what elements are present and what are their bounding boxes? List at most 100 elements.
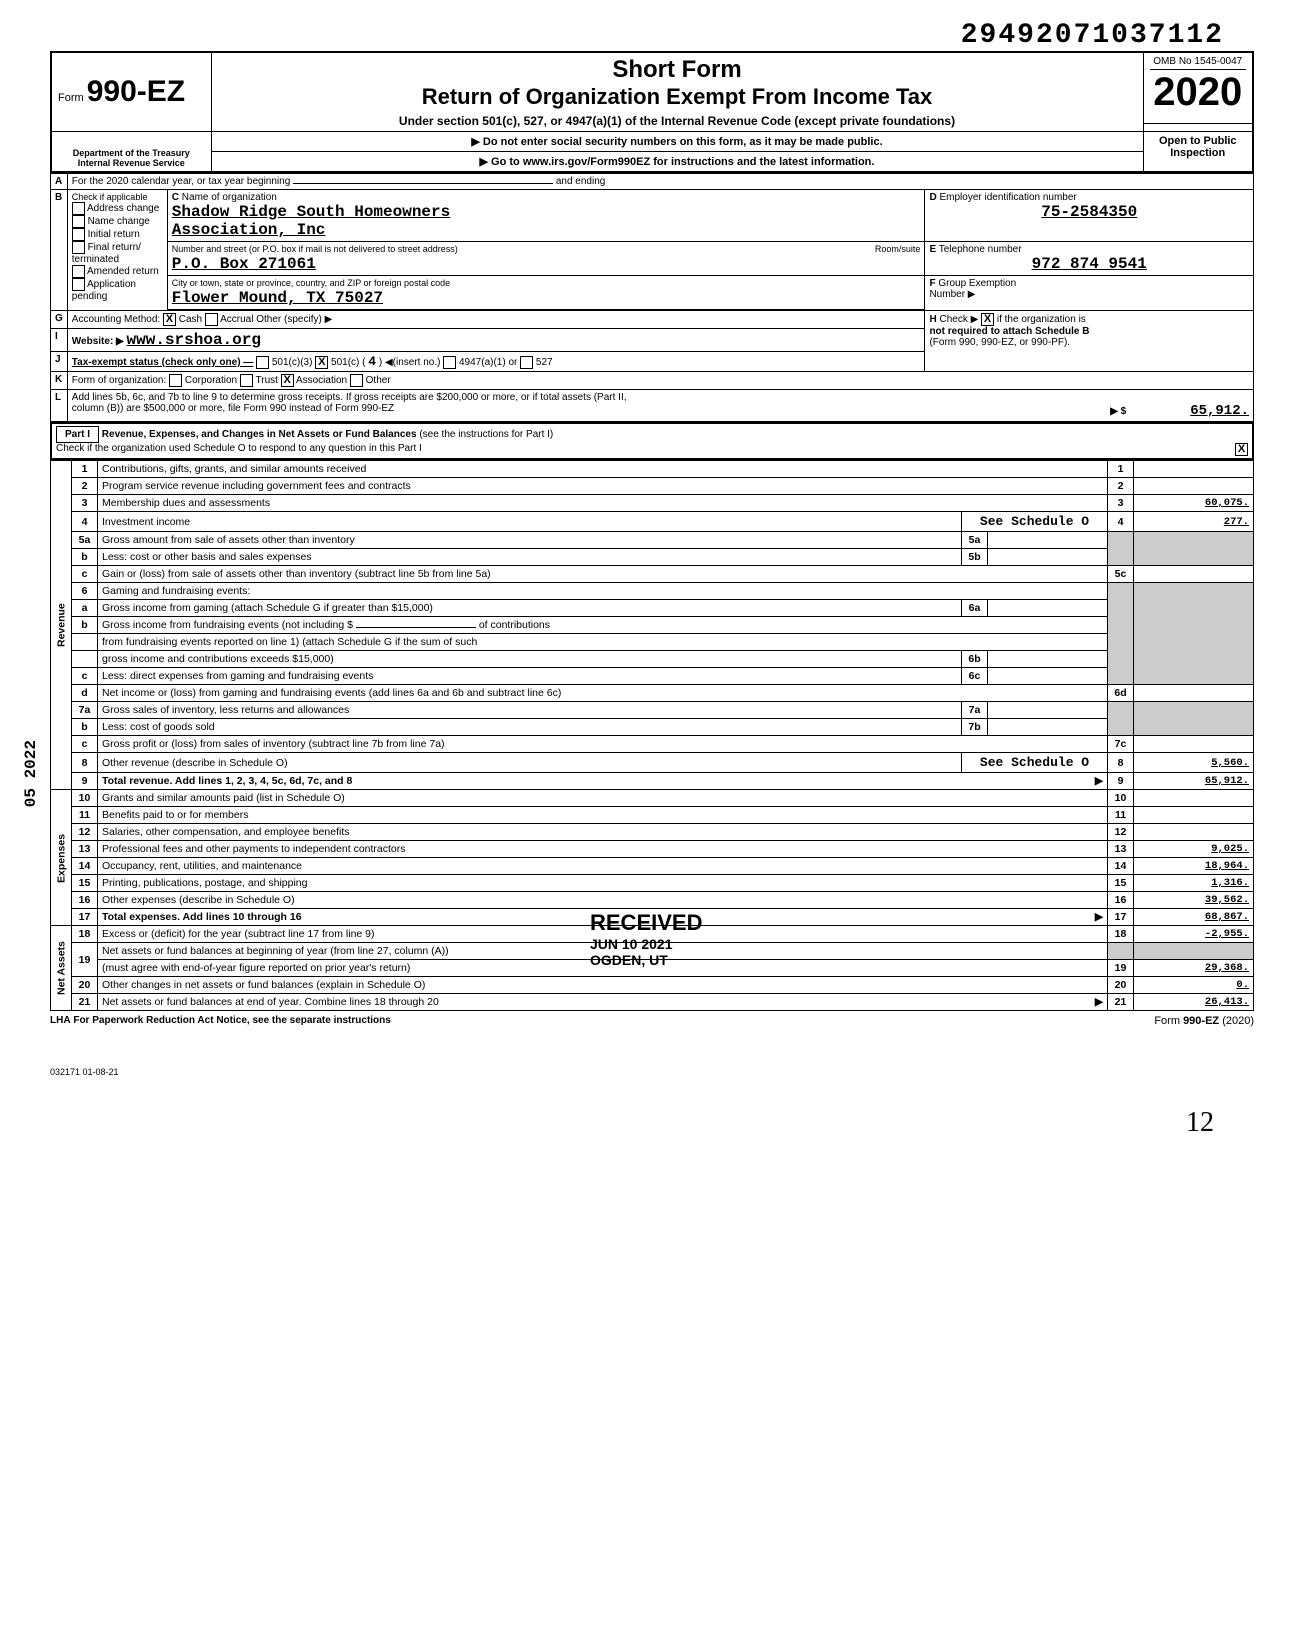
cb-initial[interactable] bbox=[72, 228, 85, 241]
row-j: J bbox=[51, 352, 68, 372]
form-ref: Form 990-EZ (2020) bbox=[1154, 1015, 1254, 1027]
cb-accrual[interactable] bbox=[205, 313, 218, 326]
line-6c-text: Less: direct expenses from gaming and fu… bbox=[98, 668, 962, 685]
line-7a-num: 7a bbox=[72, 702, 98, 719]
line-12-amt bbox=[1134, 824, 1254, 841]
line-21-amt: 26,413. bbox=[1134, 994, 1254, 1011]
street-value: P.O. Box 271061 bbox=[172, 255, 316, 273]
line-6-num: 6 bbox=[72, 583, 98, 600]
cb-501c3[interactable] bbox=[256, 356, 269, 369]
assoc-label: Association bbox=[296, 375, 347, 386]
and-ending: and ending bbox=[556, 176, 606, 187]
line-7a-text: Gross sales of inventory, less returns a… bbox=[98, 702, 962, 719]
line-6d-amt bbox=[1134, 685, 1254, 702]
line-17-text: Total expenses. Add lines 10 through 16 bbox=[102, 911, 302, 923]
cb-pending[interactable] bbox=[72, 278, 85, 291]
instructions-link: ▶ Go to www.irs.gov/Form990EZ for instru… bbox=[211, 152, 1143, 173]
cb-corp[interactable] bbox=[169, 374, 182, 387]
line-7b-num: b bbox=[72, 719, 98, 736]
line-10-num: 10 bbox=[72, 790, 98, 807]
group-number: Number ▶ bbox=[929, 289, 975, 300]
part1-check-text: Check if the organization used Schedule … bbox=[56, 443, 422, 454]
527-label: 527 bbox=[536, 357, 553, 368]
cb-other-org[interactable] bbox=[350, 374, 363, 387]
line-1-text: Contributions, gifts, grants, and simila… bbox=[98, 461, 1108, 478]
cb-cash[interactable]: X bbox=[163, 313, 176, 326]
city-label: City or town, state or province, country… bbox=[172, 278, 450, 288]
stamp-date: JUN 10 2021 bbox=[590, 936, 702, 952]
cb-527[interactable] bbox=[520, 356, 533, 369]
part1-label: Part I bbox=[56, 426, 99, 443]
line-18-num: 18 bbox=[72, 926, 98, 943]
501c-label: 501(c) ( bbox=[331, 357, 365, 368]
cb-501c[interactable]: X bbox=[315, 356, 328, 369]
line-15-num: 15 bbox=[72, 875, 98, 892]
form-of-org: Form of organization: bbox=[72, 375, 167, 386]
ein-value: 75-2584350 bbox=[1041, 203, 1137, 221]
sub-6a: 6a bbox=[962, 600, 988, 617]
line-17-num: 17 bbox=[72, 909, 98, 926]
row-c: C bbox=[172, 192, 179, 203]
cb-trust[interactable] bbox=[240, 374, 253, 387]
tax-exempt-label: Tax-exempt status (check only one) — bbox=[72, 357, 254, 368]
line-7c-text: Gross profit or (loss) from sales of inv… bbox=[98, 736, 1108, 753]
cash-label: Cash bbox=[179, 314, 202, 325]
h-text3: not required to attach Schedule B bbox=[929, 326, 1089, 337]
line-2-num2: 2 bbox=[1108, 478, 1134, 495]
part1-see: (see the instructions for Part I) bbox=[419, 429, 553, 440]
opt-name: Name change bbox=[88, 216, 150, 227]
line-6b-num: b bbox=[72, 617, 98, 634]
line-7b-text: Less: cost of goods sold bbox=[98, 719, 962, 736]
line-21-num2: 21 bbox=[1108, 994, 1134, 1011]
line-19-amt: 29,368. bbox=[1134, 960, 1254, 977]
l-text2: column (B)) are $500,000 or more, file F… bbox=[72, 403, 394, 414]
cb-amended[interactable] bbox=[72, 265, 85, 278]
line-8-sched: See Schedule O bbox=[980, 755, 1089, 770]
cb-address-change[interactable] bbox=[72, 202, 85, 215]
room-label: Room/suite bbox=[875, 244, 921, 254]
line-5b-num: b bbox=[72, 549, 98, 566]
cb-assoc[interactable]: X bbox=[281, 374, 294, 387]
row-g: G bbox=[51, 311, 68, 329]
cb-schedule-b[interactable]: X bbox=[981, 313, 994, 326]
part1-title: Revenue, Expenses, and Changes in Net As… bbox=[102, 429, 417, 440]
sub-6a-amt bbox=[988, 600, 1108, 617]
line-20-num: 20 bbox=[72, 977, 98, 994]
form-header: Form 990-EZ Short Form Return of Organiz… bbox=[50, 51, 1254, 173]
line-15-amt: 1,316. bbox=[1134, 875, 1254, 892]
side-date-stamp: 05 2022 bbox=[22, 740, 40, 807]
cb-4947[interactable] bbox=[443, 356, 456, 369]
line-9-num2: 9 bbox=[1108, 773, 1134, 790]
line-17-num2: 17 bbox=[1108, 909, 1134, 926]
line-9-amt: 65,912. bbox=[1134, 773, 1254, 790]
line-20-amt: 0. bbox=[1134, 977, 1254, 994]
line-5b-text: Less: cost or other basis and sales expe… bbox=[98, 549, 962, 566]
line-6b-t1: Gross income from fundraising events (no… bbox=[102, 619, 353, 631]
street-label: Number and street (or P.O. box if mail i… bbox=[172, 244, 458, 254]
line-4-amt: 277. bbox=[1134, 512, 1254, 532]
return-title: Return of Organization Exempt From Incom… bbox=[218, 84, 1137, 110]
line-1-amt bbox=[1134, 461, 1254, 478]
cb-schedule-o[interactable]: X bbox=[1235, 443, 1248, 456]
phone-value: 972 874 9541 bbox=[1032, 255, 1147, 273]
l-arrow: ▶ $ bbox=[1110, 406, 1126, 417]
line-14-text: Occupancy, rent, utilities, and maintena… bbox=[98, 858, 1108, 875]
line-14-num: 14 bbox=[72, 858, 98, 875]
other-specify: Other (specify) ▶ bbox=[256, 314, 332, 325]
line-15-text: Printing, publications, postage, and shi… bbox=[98, 875, 1108, 892]
cb-name-change[interactable] bbox=[72, 215, 85, 228]
trust-label: Trust bbox=[256, 375, 278, 386]
l-text1: Add lines 5b, 6c, and 7b to line 9 to de… bbox=[72, 392, 627, 403]
cb-final[interactable] bbox=[72, 241, 85, 254]
row-k: K bbox=[51, 372, 68, 390]
row-a: A bbox=[51, 174, 68, 190]
line-19-num: 19 bbox=[72, 943, 98, 977]
opt-amended: Amended return bbox=[87, 266, 159, 277]
line-6c-num: c bbox=[72, 668, 98, 685]
line-6b-t3: from fundraising events reported on line… bbox=[98, 634, 1108, 651]
line-18-amt: -2,955. bbox=[1134, 926, 1254, 943]
line-1-num2: 1 bbox=[1108, 461, 1134, 478]
h-text1: Check ▶ bbox=[939, 314, 978, 325]
line-17-amt: 68,867. bbox=[1134, 909, 1254, 926]
line-12-num: 12 bbox=[72, 824, 98, 841]
